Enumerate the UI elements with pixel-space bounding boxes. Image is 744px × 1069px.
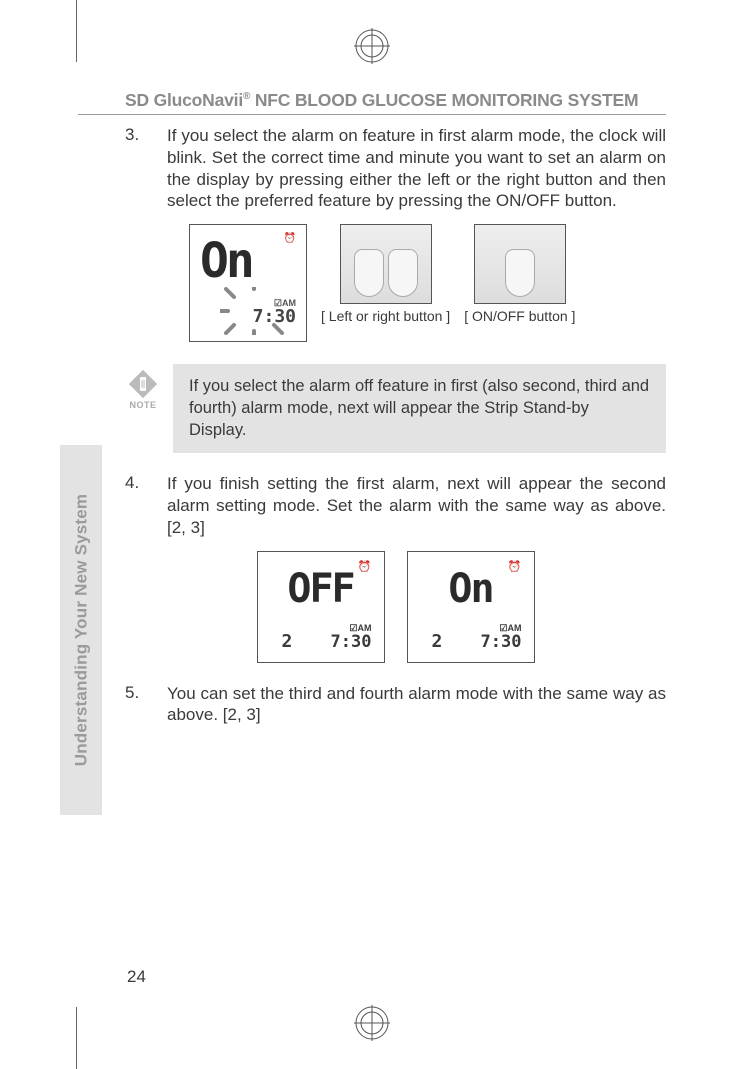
alarm-icon: ⏰ (284, 233, 296, 244)
step-text: You can set the third and fourth alarm m… (167, 683, 666, 727)
lcd-big-text: OFF (258, 566, 384, 612)
fig-lcd-on: ⏰ On ☑AM 7:30 (189, 224, 307, 342)
lcd-time: 7:30 (331, 632, 372, 652)
step-3: 3. If you select the alarm on feature in… (125, 125, 666, 212)
product-name: SD GlucoNavii (125, 90, 243, 110)
step-4: 4. If you finish setting the first alarm… (125, 473, 666, 538)
note-text: If you select the alarm off feature in f… (173, 364, 666, 453)
page-number: 24 (127, 967, 146, 987)
step-5: 5. You can set the third and fourth alar… (125, 683, 666, 727)
note-icon-label: NOTE (129, 400, 156, 410)
fig-left-right-button: [ Left or right button ] (321, 224, 450, 324)
figure-row-buttons: ⏰ On ☑AM 7:30 [ L (189, 224, 666, 342)
registration-mark-bottom (354, 1005, 390, 1041)
lcd-mode-number: 2 (432, 631, 443, 652)
note-callout: NOTE If you select the alarm off feature… (125, 364, 666, 453)
lcd-big-text: On (408, 566, 534, 612)
lcd-on-mode2: ⏰ On 2 ☑AM 7:30 (407, 551, 535, 663)
step-number: 4. (125, 473, 153, 538)
product-subtitle: NFC BLOOD GLUCOSE MONITORING SYSTEM (250, 90, 638, 110)
blink-burst-icon (220, 287, 288, 335)
lcd-big-text: On (200, 233, 252, 289)
step-text: If you finish setting the first alarm, n… (167, 473, 666, 538)
caption-onoff: [ ON/OFF button ] (464, 308, 575, 324)
step-number: 3. (125, 125, 153, 212)
step-number: 5. (125, 683, 153, 727)
fig-onoff-button: [ ON/OFF button ] (464, 224, 575, 324)
lcd-time: 7:30 (481, 632, 522, 652)
page-header: SD GlucoNavii® NFC BLOOD GLUCOSE MONITOR… (78, 90, 666, 115)
step-text: If you select the alarm on feature in fi… (167, 125, 666, 212)
lcd-off-mode2: ⏰ OFF 2 ☑AM 7:30 (257, 551, 385, 663)
lcd-mode-number: 2 (282, 631, 293, 652)
registration-mark-top (354, 28, 390, 64)
note-icon: NOTE (125, 364, 161, 410)
figure-row-lcd-modes: ⏰ OFF 2 ☑AM 7:30 ⏰ On 2 ☑AM 7:30 (125, 551, 666, 663)
caption-left-right: [ Left or right button ] (321, 308, 450, 324)
page-body: SD GlucoNavii® NFC BLOOD GLUCOSE MONITOR… (78, 90, 666, 979)
